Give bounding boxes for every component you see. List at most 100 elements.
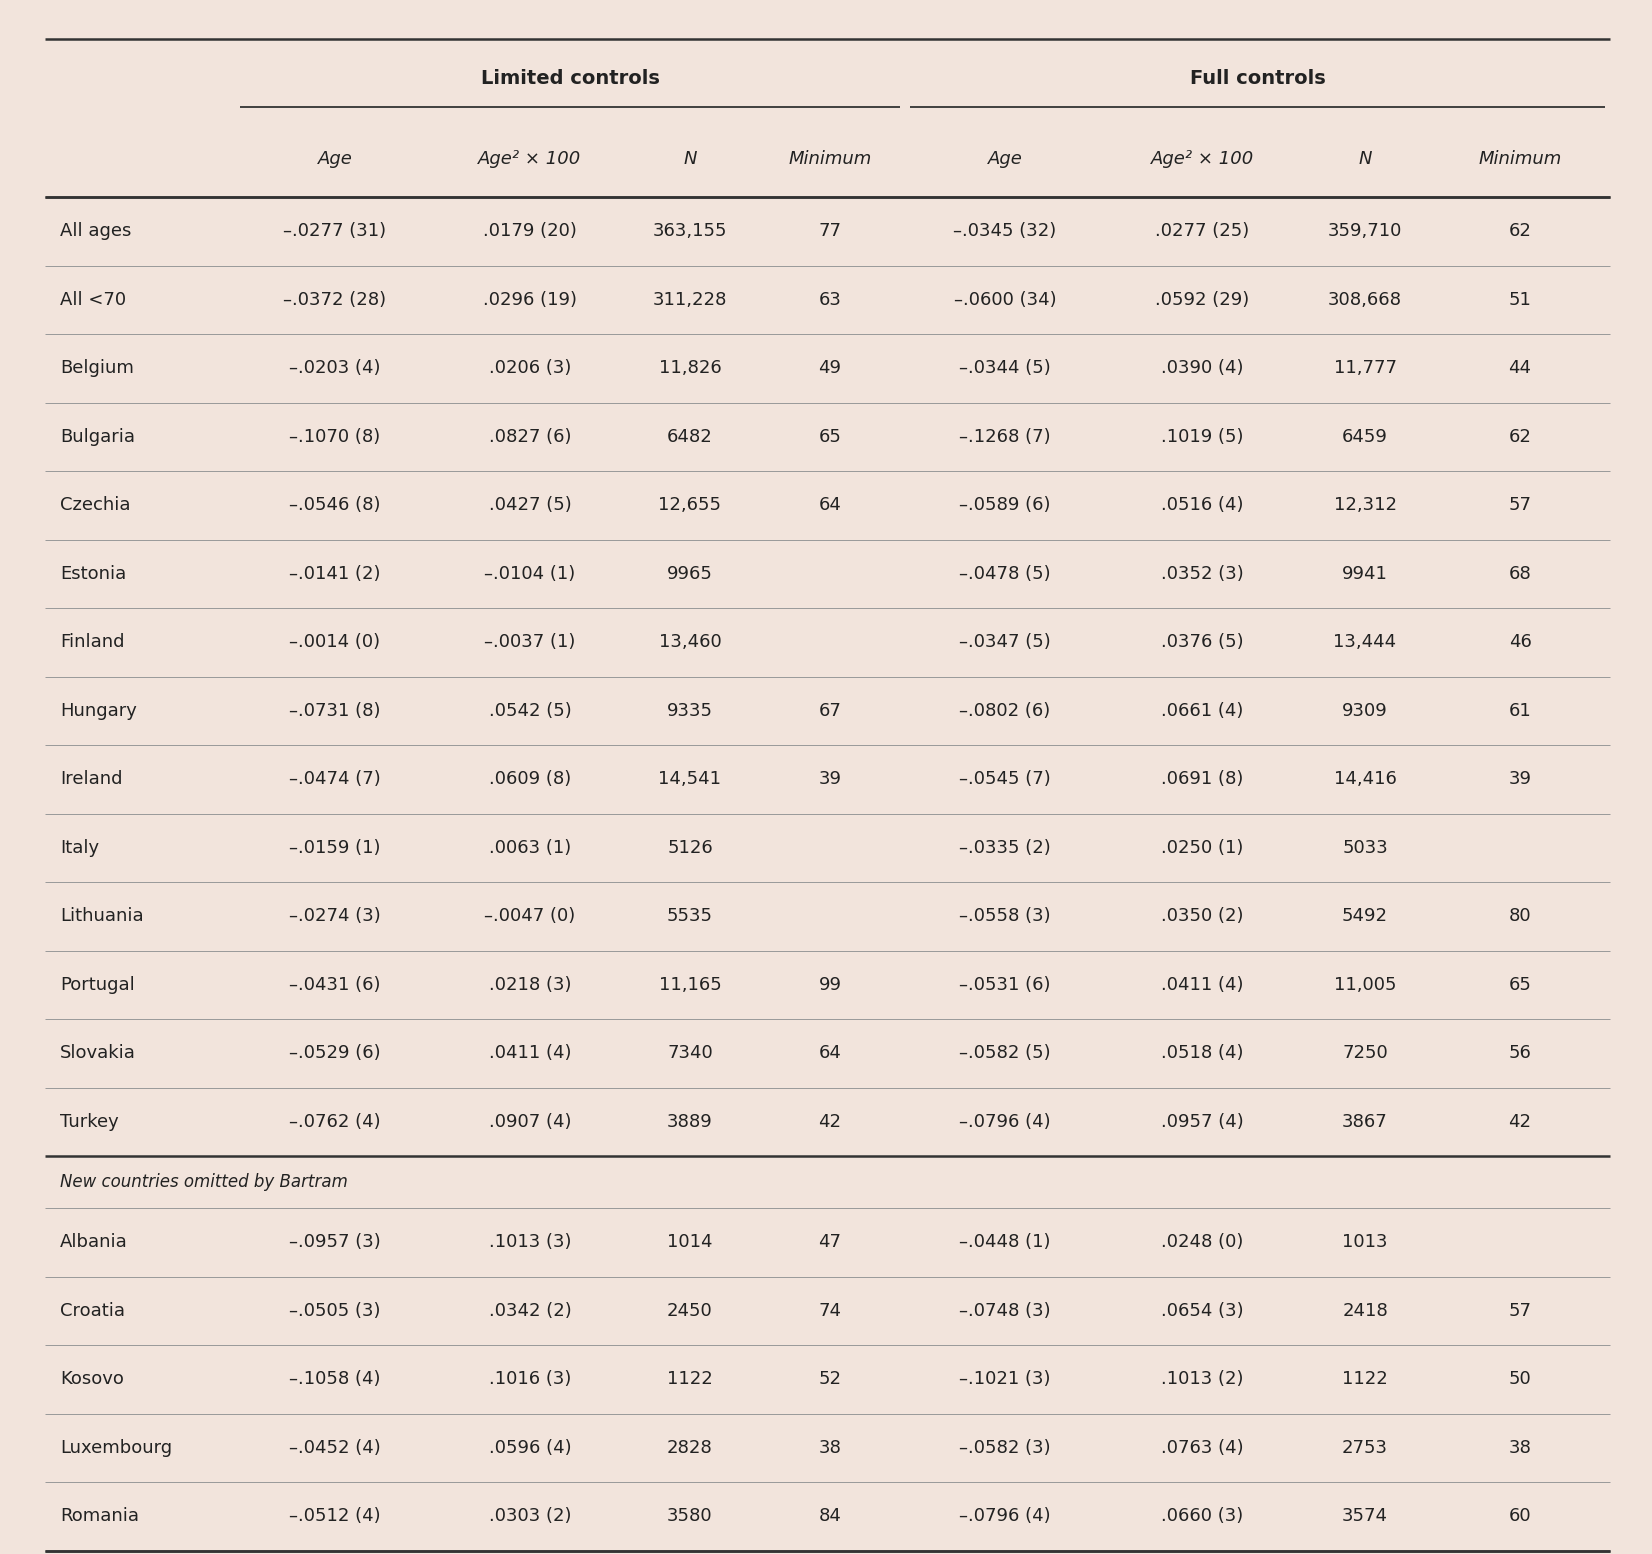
Text: –.1021 (3): –.1021 (3) [960,1371,1051,1388]
Text: N: N [684,151,697,168]
Text: 359,710: 359,710 [1328,222,1403,241]
Text: Full controls: Full controls [1189,70,1325,89]
Text: Albania: Albania [59,1234,127,1251]
Text: –.0141 (2): –.0141 (2) [289,564,380,583]
Text: 308,668: 308,668 [1328,291,1403,309]
Text: 5492: 5492 [1341,908,1388,925]
Text: 7250: 7250 [1341,1044,1388,1063]
Text: –.1268 (7): –.1268 (7) [960,427,1051,446]
Text: .0350 (2): .0350 (2) [1161,908,1244,925]
Text: –.0478 (5): –.0478 (5) [960,564,1051,583]
Text: 74: 74 [818,1302,841,1319]
Text: –.0558 (3): –.0558 (3) [960,908,1051,925]
Text: –.0345 (32): –.0345 (32) [953,222,1057,241]
Text: 64: 64 [818,496,841,514]
Text: 46: 46 [1508,632,1531,651]
Text: 57: 57 [1508,496,1531,514]
Text: .0411 (4): .0411 (4) [1161,976,1244,993]
Text: .0063 (1): .0063 (1) [489,839,572,856]
Text: Ireland: Ireland [59,771,122,788]
Text: –.0582 (3): –.0582 (3) [960,1439,1051,1456]
Text: –.0802 (6): –.0802 (6) [960,702,1051,720]
Text: Kosovo: Kosovo [59,1371,124,1388]
Text: –.0957 (3): –.0957 (3) [289,1234,382,1251]
Text: 42: 42 [1508,1113,1531,1131]
Text: 51: 51 [1508,291,1531,309]
Text: –.0431 (6): –.0431 (6) [289,976,380,993]
Text: .0248 (0): .0248 (0) [1161,1234,1244,1251]
Text: 42: 42 [818,1113,841,1131]
Text: Minimum: Minimum [788,151,872,168]
Text: –.0277 (31): –.0277 (31) [284,222,387,241]
Text: Age² × 100: Age² × 100 [1151,151,1254,168]
Text: 9941: 9941 [1341,564,1388,583]
Text: 80: 80 [1508,908,1531,925]
Text: .0411 (4): .0411 (4) [489,1044,572,1063]
Text: Slovakia: Slovakia [59,1044,135,1063]
Text: .0296 (19): .0296 (19) [482,291,577,309]
Text: .0518 (4): .0518 (4) [1161,1044,1244,1063]
Text: –.0474 (7): –.0474 (7) [289,771,382,788]
Text: Estonia: Estonia [59,564,126,583]
Text: –.0159 (1): –.0159 (1) [289,839,380,856]
Text: –.0203 (4): –.0203 (4) [289,359,380,378]
Text: .0660 (3): .0660 (3) [1161,1507,1244,1524]
Text: 84: 84 [818,1507,841,1524]
Text: 2418: 2418 [1341,1302,1388,1319]
Text: .0206 (3): .0206 (3) [489,359,572,378]
Text: 65: 65 [1508,976,1531,993]
Text: –.0731 (8): –.0731 (8) [289,702,380,720]
Text: Romania: Romania [59,1507,139,1524]
Text: 56: 56 [1508,1044,1531,1063]
Text: .0427 (5): .0427 (5) [489,496,572,514]
Text: 52: 52 [818,1371,841,1388]
Text: .0661 (4): .0661 (4) [1161,702,1244,720]
Text: New countries omitted by Bartram: New countries omitted by Bartram [59,1173,349,1190]
Text: .0907 (4): .0907 (4) [489,1113,572,1131]
Text: 62: 62 [1508,427,1531,446]
Text: .0179 (20): .0179 (20) [482,222,577,241]
Text: .0596 (4): .0596 (4) [489,1439,572,1456]
Text: 5126: 5126 [667,839,714,856]
Text: 47: 47 [818,1234,841,1251]
Text: Portugal: Portugal [59,976,135,993]
Text: 14,416: 14,416 [1333,771,1396,788]
Text: 44: 44 [1508,359,1531,378]
Text: 1013: 1013 [1341,1234,1388,1251]
Text: –.0344 (5): –.0344 (5) [960,359,1051,378]
Text: 13,460: 13,460 [659,632,722,651]
Text: .0342 (2): .0342 (2) [489,1302,572,1319]
Text: .1013 (3): .1013 (3) [489,1234,572,1251]
Text: 62: 62 [1508,222,1531,241]
Text: Italy: Italy [59,839,99,856]
Text: –.1070 (8): –.1070 (8) [289,427,380,446]
Text: 64: 64 [818,1044,841,1063]
Text: 2753: 2753 [1341,1439,1388,1456]
Text: 99: 99 [818,976,841,993]
Text: –.0796 (4): –.0796 (4) [960,1113,1051,1131]
Text: 6482: 6482 [667,427,714,446]
Text: –.0748 (3): –.0748 (3) [960,1302,1051,1319]
Text: –.0274 (3): –.0274 (3) [289,908,382,925]
Text: –.0037 (1): –.0037 (1) [484,632,575,651]
Text: .0352 (3): .0352 (3) [1161,564,1244,583]
Text: –.0452 (4): –.0452 (4) [289,1439,382,1456]
Text: .1016 (3): .1016 (3) [489,1371,572,1388]
Text: 2450: 2450 [667,1302,714,1319]
Text: –.0600 (34): –.0600 (34) [953,291,1056,309]
Text: .0542 (5): .0542 (5) [489,702,572,720]
Text: Lithuania: Lithuania [59,908,144,925]
Text: 11,826: 11,826 [659,359,722,378]
Text: –.0582 (5): –.0582 (5) [960,1044,1051,1063]
Text: 9335: 9335 [667,702,714,720]
Text: 1122: 1122 [1341,1371,1388,1388]
Text: 11,165: 11,165 [659,976,722,993]
Text: .0250 (1): .0250 (1) [1161,839,1244,856]
Text: .0609 (8): .0609 (8) [489,771,572,788]
Text: –.0335 (2): –.0335 (2) [960,839,1051,856]
Text: Limited controls: Limited controls [481,70,659,89]
Text: 311,228: 311,228 [653,291,727,309]
Text: –.0372 (28): –.0372 (28) [284,291,387,309]
Text: 49: 49 [818,359,841,378]
Text: .0516 (4): .0516 (4) [1161,496,1244,514]
